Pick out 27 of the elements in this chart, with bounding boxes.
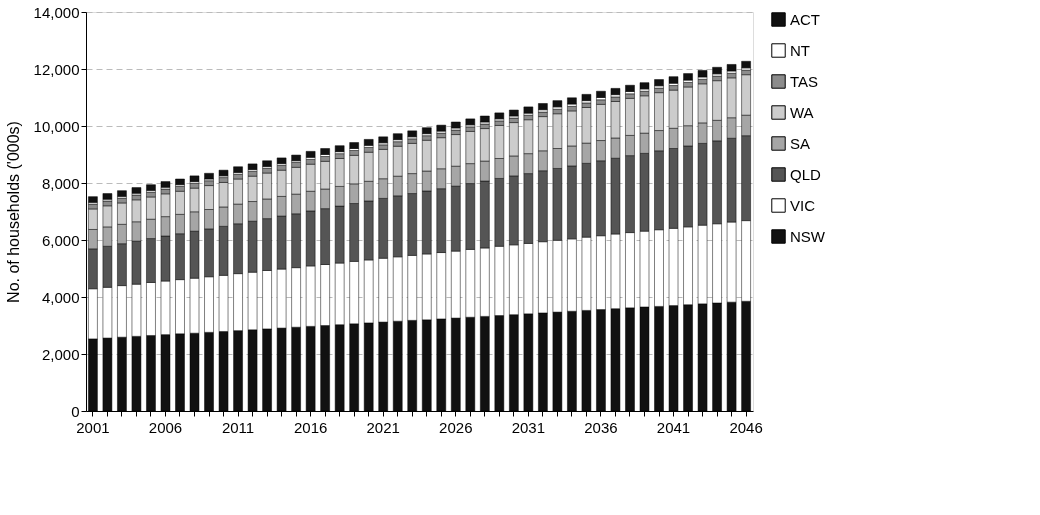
legend-label: ACT [790, 10, 820, 28]
x-tick-label: 2006 [148, 418, 183, 436]
legend-label: WA [790, 103, 814, 121]
y-tick-label: 14,000 [33, 3, 80, 21]
y-tick-label: 8,000 [41, 174, 80, 192]
y-axis-title: No. of households ('000s) [4, 121, 22, 303]
y-tick-label: 4,000 [41, 288, 80, 306]
legend-label: NT [790, 41, 810, 59]
x-tick-label: 2036 [584, 418, 618, 436]
legend-label: TAS [790, 72, 819, 90]
x-tick-label: 2001 [76, 418, 110, 436]
x-tick-label: 2031 [511, 418, 546, 436]
x-tick-label: 2041 [656, 418, 691, 436]
y-tick-label: 6,000 [41, 231, 80, 249]
y-tick-label: 2,000 [41, 345, 80, 363]
legend-label: SA [790, 134, 811, 152]
x-tick-label: 2046 [729, 418, 763, 436]
x-tick-label: 2016 [293, 418, 328, 436]
x-tick-label: 2021 [366, 418, 400, 436]
y-tick-label: 0 [71, 402, 80, 420]
x-tick-label: 2011 [221, 418, 255, 436]
y-tick-label: 12,000 [33, 60, 80, 78]
legend-label: VIC [790, 196, 816, 214]
y-tick-label: 10,000 [33, 117, 80, 135]
x-tick-label: 2026 [439, 418, 473, 436]
legend-label: QLD [790, 165, 822, 183]
legend-label: NSW [790, 227, 826, 245]
